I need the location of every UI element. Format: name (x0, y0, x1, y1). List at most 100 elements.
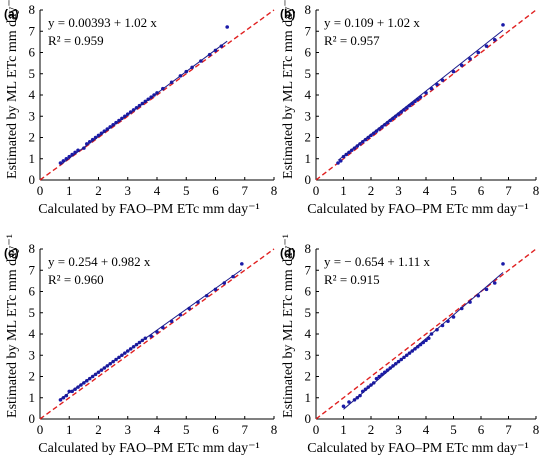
x-tick-label: 8 (533, 183, 540, 198)
regression-equation: y = 0.00393 + 1.02 x (48, 15, 157, 30)
data-point (341, 404, 346, 409)
x-tick-label: 2 (368, 183, 375, 198)
regression-equation: y = 0.109 + 1.02 x (324, 15, 420, 30)
y-tick-label: 8 (29, 241, 36, 256)
y-tick-label: 6 (29, 45, 36, 60)
data-point (225, 25, 229, 29)
x-tick-label: 8 (271, 183, 278, 198)
data-point (366, 385, 371, 389)
data-point (360, 139, 365, 144)
x-tick-label: 1 (66, 422, 73, 437)
data-point (338, 159, 343, 163)
x-tick-label: 3 (395, 422, 402, 437)
data-point (492, 37, 497, 42)
panel-label: (c) (4, 246, 19, 260)
y-tick-label: 0 (305, 172, 312, 187)
r-squared: R² = 0.960 (48, 272, 104, 287)
y-tick-label: 7 (305, 23, 312, 38)
y-tick-label: 1 (29, 151, 36, 166)
one-to-one-line (315, 9, 537, 181)
y-tick-label: 8 (305, 2, 312, 17)
data-point (484, 287, 489, 292)
regression-equation: y = 0.254 + 0.982 x (48, 254, 151, 269)
x-axis-label: Calculated by FAO–PM ETc mm day⁻¹ (38, 202, 259, 217)
regression-line (60, 269, 243, 400)
x-tick-label: 6 (478, 422, 485, 437)
y-tick-label: 7 (29, 262, 36, 277)
data-point (451, 69, 456, 74)
data-point (355, 144, 360, 148)
y-tick-label: 6 (305, 284, 312, 299)
y-tick-label: 0 (29, 172, 36, 187)
y-tick-label: 5 (305, 66, 312, 81)
x-tick-label: 3 (125, 183, 132, 198)
y-tick-label: 1 (305, 151, 312, 166)
x-tick-label: 3 (125, 422, 132, 437)
data-point (240, 262, 244, 266)
y-tick-label: 3 (305, 108, 312, 123)
x-axis-label: Calculated by FAO–PM ETc mm day⁻¹ (307, 441, 528, 456)
x-axis-label: Calculated by FAO–PM ETc mm day⁻¹ (307, 202, 528, 217)
x-tick-label: 1 (340, 183, 347, 198)
scatter-panel-3: 0 1 2 3 4 5 6 7 8 0 1 2 3 4 5 6 7 8 (c) y = 0.254 + 0.982 x… (4, 234, 277, 456)
data-point (58, 398, 63, 402)
data-point (347, 400, 351, 404)
y-tick-label: 3 (29, 347, 36, 362)
y-tick-label: 6 (305, 45, 312, 60)
panel-label: (d) (280, 246, 295, 260)
x-tick-label: 3 (395, 183, 402, 198)
y-tick-label: 2 (29, 130, 36, 145)
x-tick-label: 0 (37, 422, 44, 437)
x-tick-label: 6 (478, 183, 485, 198)
x-tick-label: 8 (271, 422, 278, 437)
data-point (484, 44, 489, 48)
data-point (391, 364, 395, 368)
y-tick-label: 4 (305, 326, 312, 341)
data-point (476, 50, 481, 55)
x-tick-label: 4 (154, 183, 161, 198)
regression-line (60, 40, 228, 166)
x-tick-label: 1 (66, 183, 73, 198)
y-tick-label: 4 (29, 87, 36, 102)
x-tick-label: 8 (533, 422, 540, 437)
y-tick-label: 1 (29, 390, 36, 405)
x-tick-label: 2 (368, 422, 375, 437)
x-tick-label: 5 (183, 422, 190, 437)
data-point (117, 118, 121, 123)
x-tick-label: 6 (212, 422, 219, 437)
data-point (501, 262, 505, 266)
x-tick-label: 5 (450, 422, 457, 437)
y-tick-label: 5 (305, 305, 312, 320)
x-tick-label: 1 (340, 422, 347, 437)
data-point (459, 63, 464, 68)
x-tick-label: 4 (154, 422, 161, 437)
data-point (114, 120, 118, 125)
one-to-one-line (39, 248, 275, 420)
y-tick-label: 1 (305, 390, 312, 405)
x-tick-label: 0 (313, 183, 320, 198)
y-tick-label: 5 (29, 305, 36, 320)
data-point (492, 281, 497, 285)
panel-label: (b) (280, 7, 295, 21)
x-tick-label: 7 (242, 422, 249, 437)
y-tick-label: 8 (29, 2, 36, 17)
y-tick-label: 0 (305, 411, 312, 426)
data-point (336, 161, 340, 165)
scatter-panel-1: 0 1 2 3 4 5 6 7 8 0 1 2 3 4 5 6 7 8 (a) y = 0.00393 + 1.02 … (4, 0, 277, 217)
y-tick-label: 6 (29, 284, 36, 299)
x-axis-label: Calculated by FAO–PM ETc mm day⁻¹ (38, 441, 259, 456)
x-tick-label: 5 (183, 183, 190, 198)
x-tick-label: 7 (505, 422, 512, 437)
scatter-panel-4: 0 1 2 3 4 5 6 7 8 0 1 2 3 4 5 6 7 8 (d) y = − 0.654 + 1.11 … (280, 234, 539, 456)
regression-line (337, 29, 504, 161)
panel-label: (a) (4, 7, 19, 21)
data-point (413, 347, 417, 351)
y-tick-label: 0 (29, 411, 36, 426)
y-tick-label: 3 (29, 108, 36, 123)
r-squared: R² = 0.957 (324, 33, 380, 48)
y-tick-label: 2 (305, 130, 312, 145)
data-point (501, 23, 505, 27)
y-tick-label: 2 (305, 369, 312, 384)
x-tick-label: 2 (95, 183, 102, 198)
